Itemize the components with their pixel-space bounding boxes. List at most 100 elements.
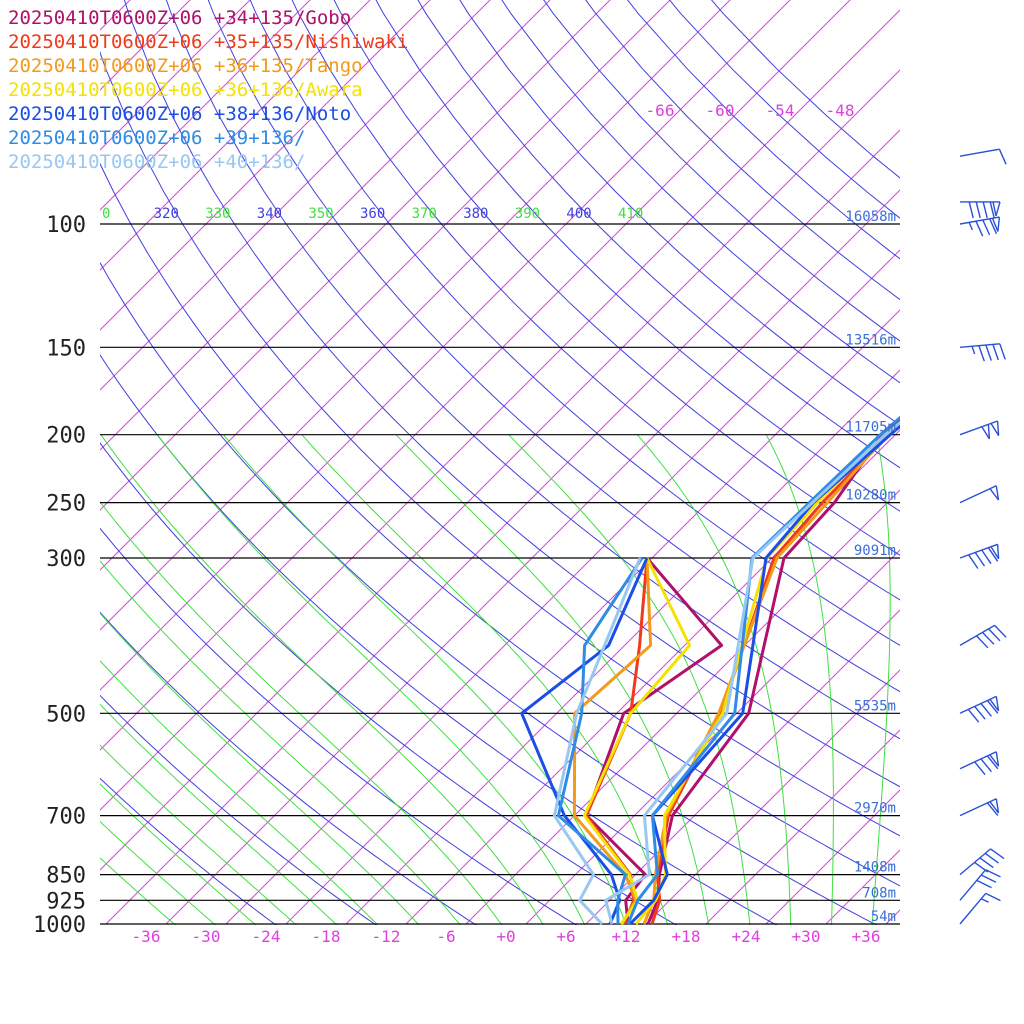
wind-barb [959,869,1001,901]
wind-barb [959,892,1001,925]
pressure-label: 200 [46,424,86,449]
pressure-label: 300 [46,547,86,572]
dry-adiabat-line [375,0,900,512]
height-label: 5535m [854,698,896,714]
pressure-label: 925 [46,889,86,914]
legend-entry: 20250410T0600Z+06 +38+136/Noto [8,103,351,125]
height-label: 16058m [845,209,896,225]
temperature-tick-label: -30 [192,927,221,946]
upper-temperature-label: -54 [766,101,795,120]
wind-barb [959,695,1000,723]
wind-barb [959,543,1000,569]
dry-adiabat-line [585,0,900,301]
isotherm-line [100,0,431,331]
wind-barb [959,624,1007,649]
sounding-series [520,415,900,925]
moist-adiabat-line [100,820,217,925]
dry-adiabat-line [100,694,377,925]
temperature-tick-label: +12 [612,927,641,946]
dewpoint-line [556,557,644,925]
temperature-tick-label: -6 [436,927,455,946]
isotherm-line [585,609,900,925]
pressure-label: 700 [46,805,86,830]
moist-adiabat-line [100,560,461,925]
moist-adiabat-line [100,857,176,925]
legend-entry: 20250410T0600Z+06 +36+136/Awara [8,79,363,101]
dewpoint-line [552,557,642,925]
isotherm-line [645,669,900,925]
dry-adiabat-line [165,0,900,740]
dewpoint-line [520,557,649,925]
wind-barb [959,485,1000,504]
temperature-line [650,424,900,925]
isotherm-line [100,0,491,391]
isotherm-line [100,0,311,211]
legend-entry: 20250410T0600Z+06 +39+136/ [8,127,305,149]
theta-label: 380 [463,206,488,222]
height-label: 11705m [845,420,896,436]
moist-adiabat-line [871,434,891,925]
temperature-tick-label: -12 [372,927,401,946]
theta-label: 330 [205,206,230,222]
wind-barb [959,148,1007,165]
dry-adiabat-line [100,51,900,837]
height-label: 54m [871,909,896,925]
temperature-tick-label: +6 [556,927,575,946]
wind-barb [959,343,1006,362]
isotherm-line [1006,0,1024,924]
height-label: 1408m [854,860,896,876]
moist-adiabat-line [157,434,586,925]
dry-adiabat-line [100,777,277,925]
moist-adiabat-line [911,435,965,939]
wind-barbs [959,148,1007,925]
dewpoint-line [572,557,653,925]
dry-adiabat-line [333,0,900,556]
dry-adiabat-line [100,261,878,925]
pressure-label: 850 [46,864,86,889]
moist-adiabat-line [100,783,257,925]
temperature-tick-label: -36 [132,927,161,946]
moist-adiabat-line [765,434,834,925]
isotherm-line [885,909,900,925]
isotherm-line [465,489,900,925]
height-label: 13516m [845,332,896,348]
height-label: 708m [862,885,896,901]
wind-barb [959,848,1005,876]
upper-temperature-label: -60 [706,101,735,120]
wind-barb [959,420,1000,440]
moist-adiabat-line [100,703,338,925]
theta-label: 360 [360,206,385,222]
temperature-tick-label: +36 [852,927,881,946]
isotherm-line [705,729,900,925]
dry-adiabat-line [100,527,578,925]
dry-adiabat-line [100,611,477,925]
dry-adiabat-line [123,0,900,788]
upper-temperature-label: -66 [646,101,675,120]
pressure-label: 100 [46,213,86,238]
legend-entry: 20250410T0600Z+06 +36+135/Tango [8,55,363,77]
isotherm-line [100,0,251,151]
pressure-label: 500 [46,702,86,727]
dry-adiabat-line [249,0,900,646]
dry-adiabat-line [459,0,900,426]
wind-barb [960,201,1001,219]
wind-barb [959,798,1000,817]
isotherm-line [946,0,1024,924]
theta-label: 340 [257,206,282,222]
theta-label: 390 [515,206,540,222]
theta-label: 400 [566,206,591,222]
height-label: 9091m [854,543,896,559]
dry-adiabat-line [501,0,900,384]
temperature-tick-label: +18 [672,927,701,946]
legend-entry: 20250410T0600Z+06 +35+135/Nishiwaki [8,31,408,53]
moist-adiabat-line [100,434,544,925]
temperature-tick-label: +0 [496,927,515,946]
pressure-label: 250 [46,492,86,517]
temperature-tick-label: +30 [792,927,821,946]
dry-adiabat-line [207,0,900,693]
isotherm-line [285,309,900,925]
dry-adiabat-line [291,0,900,601]
temperature-tick-label: +24 [732,927,761,946]
isobars [100,223,900,925]
